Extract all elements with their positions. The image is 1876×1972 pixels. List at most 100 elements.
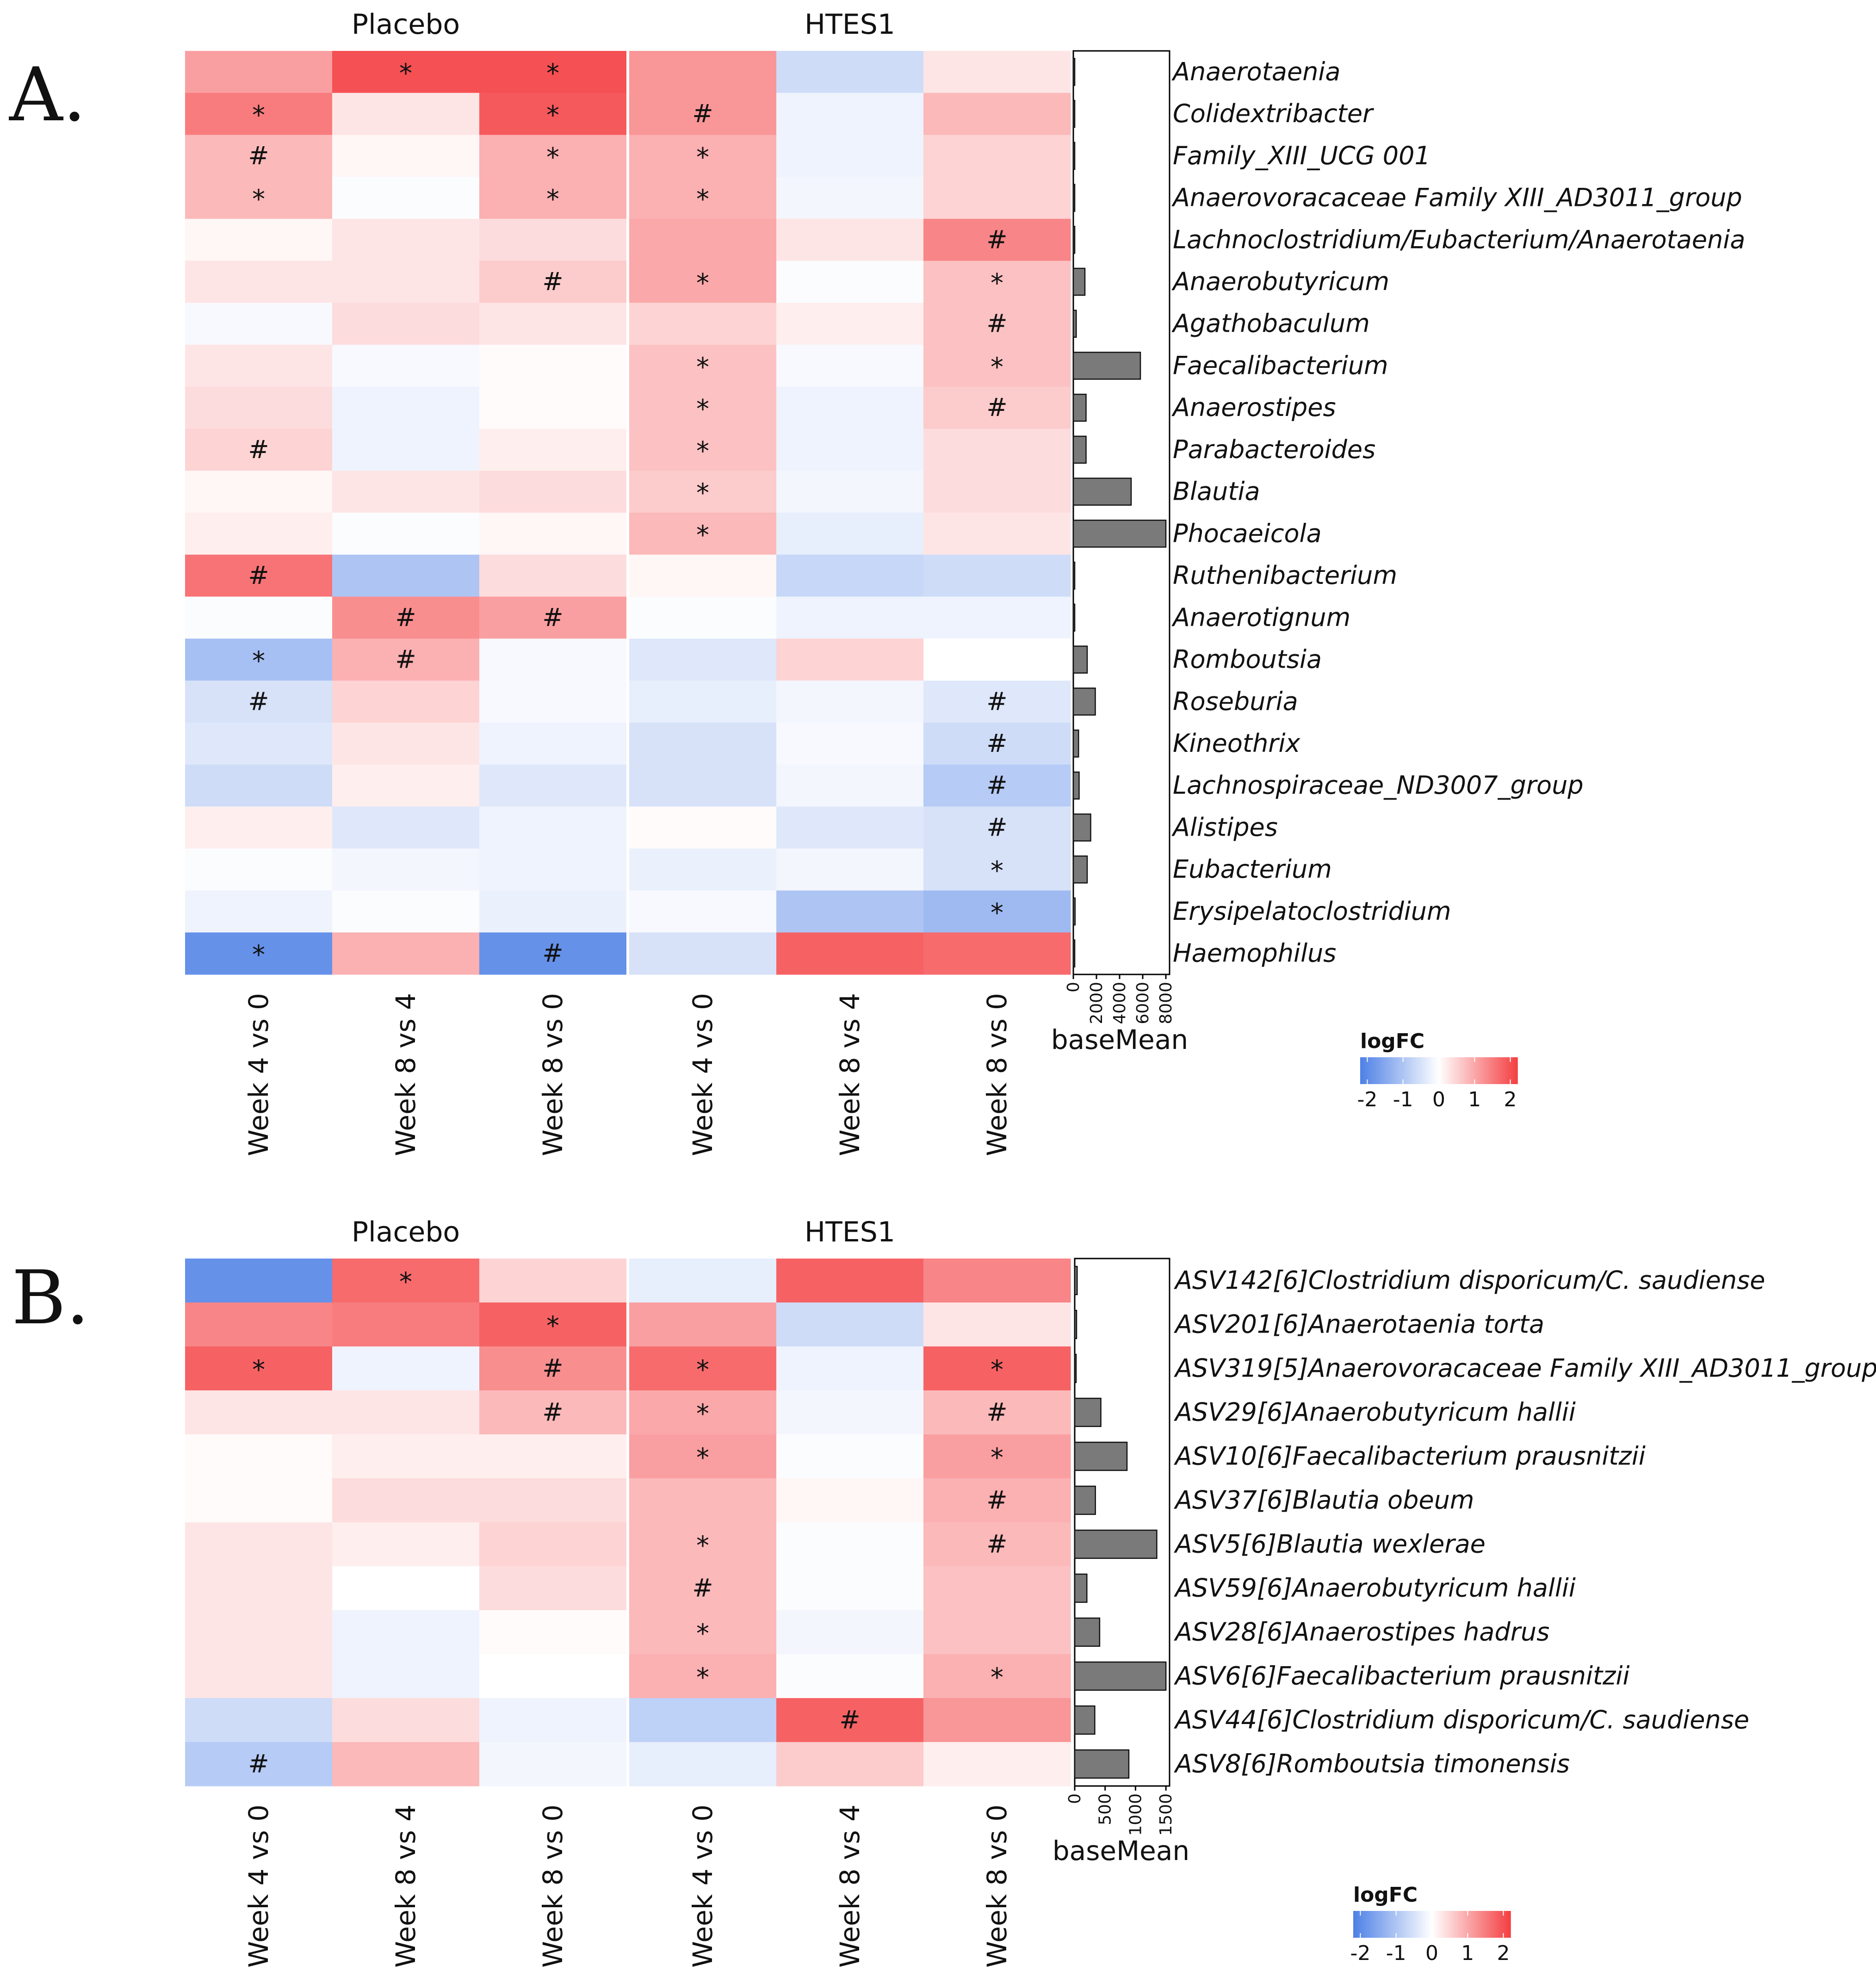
heatmap-cell — [776, 1390, 924, 1435]
legend-gradient-step — [1434, 1057, 1437, 1084]
basemean-bar — [1072, 645, 1088, 674]
heatmap-cell — [332, 1522, 480, 1567]
heatmap-cell — [332, 639, 480, 681]
heatmap-cell — [479, 1434, 627, 1479]
heatmap-cell — [185, 1654, 333, 1699]
legend-gradient-step — [1390, 1057, 1393, 1084]
legend-gradient-step — [1480, 1057, 1483, 1084]
legend-gradient-step — [1386, 1057, 1388, 1084]
heatmap-cell — [776, 1259, 924, 1303]
group-label: HTES1 — [805, 8, 895, 41]
heatmap-cell — [629, 1610, 777, 1655]
heatmap-cell — [332, 386, 480, 429]
row-label: Anaerovoracaceae Family XIII_AD3011_grou… — [1171, 183, 1742, 212]
heatmap-cell — [479, 1302, 627, 1347]
column-label: Week 8 vs 4 — [390, 1805, 421, 1968]
significance-mark: * — [991, 898, 1003, 928]
significance-mark: # — [839, 1705, 860, 1735]
basemean-axis-label: baseMean — [1053, 1835, 1189, 1867]
significance-mark: * — [696, 478, 709, 509]
legend-gradient-step — [1397, 1911, 1400, 1938]
significance-mark: # — [986, 812, 1007, 842]
legend-gradient-step — [1494, 1911, 1497, 1938]
legend-gradient-step — [1402, 1057, 1405, 1084]
heatmap-cell — [629, 1566, 777, 1611]
heatmap-cell — [629, 1434, 777, 1479]
legend-gradient-step — [1353, 1911, 1356, 1938]
heatmap-cell — [776, 93, 924, 136]
row-label: ASV6[6]Faecalibacterium prausnitzii — [1174, 1662, 1630, 1691]
heatmap-cell — [185, 386, 333, 429]
basemean-bar — [1074, 1265, 1078, 1296]
heatmap-cell — [923, 1654, 1071, 1699]
row-label: ASV28[6]Anaerostipes hadrus — [1174, 1618, 1549, 1647]
heatmap-cell — [923, 1259, 1071, 1303]
heatmap-cell — [479, 1346, 627, 1391]
heatmap-cell — [923, 1566, 1071, 1611]
heatmap-cell — [776, 554, 924, 597]
basemean-bar — [1072, 603, 1076, 632]
basemean-bar — [1072, 58, 1076, 86]
heatmap-cell — [776, 764, 924, 807]
heatmap-cell — [776, 1610, 924, 1655]
legend-gradient-step — [1476, 1057, 1479, 1084]
heatmap-cell — [629, 1478, 777, 1523]
group-separator — [626, 50, 629, 975]
heatmap-cell — [629, 764, 777, 807]
heatmap-cell — [629, 260, 777, 303]
legend-gradient-step — [1508, 1911, 1511, 1938]
heatmap-cell — [923, 1698, 1071, 1743]
legend-gradient-step — [1362, 1057, 1365, 1084]
legend-gradient-step — [1381, 1057, 1384, 1084]
significance-mark: # — [248, 1749, 269, 1779]
legend-gradient-step — [1372, 1057, 1374, 1084]
heatmap-cell — [332, 1302, 480, 1347]
legend-gradient-step — [1446, 1911, 1449, 1938]
basemean-tick-label: 1000 — [1126, 1793, 1145, 1836]
legend-gradient-step — [1487, 1057, 1490, 1084]
significance-mark: * — [696, 268, 709, 298]
legend-gradient-step — [1383, 1057, 1386, 1084]
row-label: Haemophilus — [1173, 939, 1336, 968]
heatmap-cell — [923, 1478, 1071, 1523]
heatmap-cell — [629, 345, 777, 387]
basemean-bar — [1074, 1617, 1101, 1647]
heatmap-cell — [629, 1259, 777, 1303]
legend-gradient-step — [1404, 1911, 1407, 1938]
heatmap-cell — [185, 1742, 333, 1786]
legend-gradient-step — [1423, 1911, 1425, 1938]
heatmap-cell — [776, 806, 924, 849]
legend-title: logFC — [1360, 1029, 1424, 1053]
column-label: Week 4 vs 0 — [687, 993, 718, 1156]
legend-gradient-step — [1441, 1911, 1444, 1938]
heatmap-cell — [185, 806, 333, 849]
legend-gradient-step — [1390, 1911, 1393, 1938]
heatmap-cell — [332, 471, 480, 513]
legend-gradient-step — [1425, 1911, 1428, 1938]
heatmap-cell — [185, 1698, 333, 1743]
legend-gradient-step — [1411, 1057, 1414, 1084]
legend-gradient-step — [1399, 1911, 1402, 1938]
heatmap-cell — [923, 806, 1071, 849]
heatmap-cell — [923, 1610, 1071, 1655]
legend-gradient-step — [1376, 1057, 1379, 1084]
heatmap-cell — [332, 1259, 480, 1303]
legend-gradient-step — [1506, 1911, 1509, 1938]
heatmap-cell — [479, 260, 627, 303]
legend-gradient-step — [1467, 1911, 1469, 1938]
significance-mark: # — [692, 99, 713, 128]
heatmap-cell — [185, 890, 333, 933]
heatmap-cell — [776, 428, 924, 471]
row-label: Family_XIII_UCG 001 — [1173, 141, 1430, 170]
significance-mark: # — [986, 393, 1007, 422]
heatmap-cell — [923, 51, 1071, 93]
significance-mark: * — [399, 1267, 412, 1297]
legend-tick-label: -2 — [1357, 1088, 1378, 1111]
row-label: ASV37[6]Blautia obeum — [1174, 1486, 1474, 1515]
heatmap-cell — [332, 1566, 480, 1611]
row-label: Phocaeicola — [1173, 519, 1322, 548]
heatmap-cell — [479, 1698, 627, 1743]
heatmap-cell — [776, 1698, 924, 1743]
heatmap-cell — [185, 722, 333, 765]
